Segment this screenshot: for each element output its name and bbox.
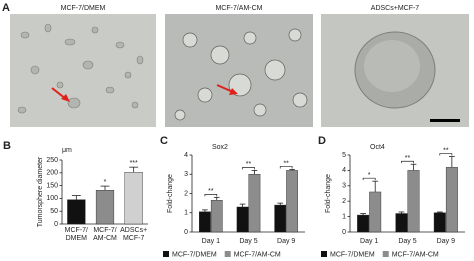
x-tick-label: Day 9 (277, 238, 295, 245)
y-tick-label: 4 (342, 167, 346, 174)
bar (369, 191, 382, 233)
image-title: MCF-7/DMEM (61, 5, 106, 12)
x-tick-label: Day 9 (437, 238, 455, 245)
legend-swatch (224, 251, 231, 257)
y-tick-label: 2 (184, 190, 188, 197)
y-tick-label: 1 (184, 210, 188, 217)
y-tick-label: 150 (46, 182, 58, 189)
y-tick-label: 5 (342, 152, 346, 159)
bar (433, 212, 446, 233)
significance-bracket (439, 153, 453, 156)
y-tick-label: 3 (342, 183, 346, 190)
significance-bracket (362, 177, 376, 181)
y-tick-label: 2 (342, 198, 346, 205)
bar (357, 214, 370, 233)
y-tick-label: 0 (342, 229, 346, 236)
significance-label: ** (405, 155, 411, 162)
chart-title: Sox2 (212, 144, 228, 151)
image-title: MCF-7/AM-CM (215, 5, 262, 12)
y-tick-label: 100 (46, 195, 58, 202)
micrograph (10, 14, 156, 127)
bar (286, 170, 298, 233)
panel-label: A (2, 2, 10, 14)
bar (124, 172, 143, 225)
x-tick-label-box: MCF-7/ AM-CM (93, 227, 117, 242)
bar (248, 174, 261, 233)
legend-label: MCF-7/AM-CM (392, 251, 439, 258)
y-axis-label: Fold-change (167, 174, 174, 213)
y-tick-label: 0 (184, 229, 188, 236)
y-tick-label: 1 (342, 213, 346, 220)
x-tick-label-box: MCF-7/ DMEM (64, 227, 88, 242)
x-tick-label: ADSCs+ MCF-7 (120, 227, 148, 242)
y-axis-label: Tumorsphere diameter (37, 156, 44, 227)
bar (407, 170, 420, 233)
significance-label: ** (208, 188, 214, 195)
significance-label: * (104, 179, 107, 186)
significance-bracket (242, 167, 255, 170)
legend-swatch (321, 251, 327, 257)
bar (445, 167, 458, 233)
bar (210, 200, 223, 233)
x-tick-label: Day 5 (239, 238, 257, 245)
x-tick-label: Day 5 (398, 238, 416, 245)
bar (274, 204, 287, 233)
significance-label: ** (443, 147, 449, 154)
x-tick-label: Day 1 (360, 238, 378, 245)
y-tick-label: 0 (54, 221, 58, 228)
significance-bracket (204, 194, 218, 197)
legend-swatch (382, 251, 389, 257)
legend-label: MCF-7/DMEM (172, 251, 217, 258)
y-tick-label: 200 (46, 170, 58, 177)
bar (95, 190, 115, 225)
panel-label: D (318, 135, 326, 147)
chart-title: Oct4 (370, 144, 385, 151)
y-tick-label: 3 (184, 171, 188, 178)
micrograph (321, 14, 469, 127)
y-axis-label: Fold-change (325, 174, 332, 213)
y-tick-label: 250 (46, 157, 58, 164)
legend-label: MCF-7/DMEM (330, 251, 375, 258)
significance-bracket (401, 160, 414, 164)
panel-label: C (160, 135, 168, 147)
y-tick-label: 4 (184, 152, 188, 159)
panel-label: B (3, 140, 11, 152)
unit-label: μm (62, 147, 72, 154)
x-tick-label: MCF-7/ AM-CM (93, 227, 117, 242)
significance-label: ** (246, 161, 252, 168)
bar (199, 211, 211, 233)
image-title: ADSCs+MCF-7 (371, 5, 420, 12)
bar (395, 213, 408, 233)
legend-label: MCF-7/AM-CM (234, 251, 281, 258)
y-tick-label: 50 (50, 208, 58, 215)
bar (236, 206, 249, 233)
significance-label: *** (130, 160, 138, 167)
x-tick-label: Day 1 (202, 238, 220, 245)
legend-swatch (163, 251, 169, 257)
significance-label: ** (283, 160, 289, 167)
bar (67, 199, 86, 225)
micrograph (165, 14, 313, 127)
significance-bracket (279, 166, 293, 169)
x-tick-label: MCF-7/ DMEM (64, 227, 88, 242)
x-tick-label-box: ADSCs+ MCF-7 (120, 227, 148, 242)
significance-label: * (368, 172, 371, 179)
